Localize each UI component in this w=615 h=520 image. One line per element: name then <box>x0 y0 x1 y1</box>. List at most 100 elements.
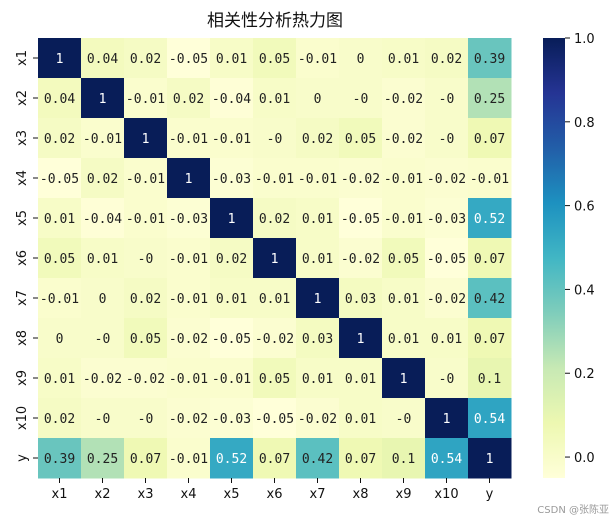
heatmap-cell <box>210 198 254 239</box>
cell-value-label: 0.03 <box>345 292 376 307</box>
heatmap-cell <box>38 118 82 159</box>
cell-value-label: 0.01 <box>44 212 75 227</box>
cell-value-label: 0.01 <box>431 332 462 347</box>
cell-value-label: 1 <box>142 132 150 147</box>
cell-value-label: -0.02 <box>427 172 466 187</box>
x-tick-label: x1 <box>52 487 68 502</box>
cell-value-label: 0.05 <box>259 372 290 387</box>
cell-value-label: -0.01 <box>298 52 337 67</box>
cell-value-label: -0.01 <box>126 172 165 187</box>
cell-value-label: 0.52 <box>216 452 247 467</box>
cell-value-label: 0.01 <box>388 332 419 347</box>
cell-value-label: -0.05 <box>40 172 79 187</box>
heatmap-cell <box>382 318 426 359</box>
y-tick-label: x8 <box>15 330 30 346</box>
heatmap-cell <box>339 238 383 279</box>
cell-value-label: 0.02 <box>302 132 333 147</box>
cell-value-label: -0.02 <box>298 412 337 427</box>
cell-value-label: 0 <box>357 52 365 67</box>
heatmap-cell <box>296 118 340 159</box>
cell-value-label: 0.39 <box>474 52 505 67</box>
cell-value-label: 0 <box>99 292 107 307</box>
heatmap-cell <box>425 198 469 239</box>
heatmap-cell <box>468 318 512 359</box>
heatmap-cell <box>253 38 297 79</box>
cell-value-label: 1 <box>400 372 408 387</box>
cell-value-label: 0.25 <box>87 452 118 467</box>
cell-value-label: -0.02 <box>384 132 423 147</box>
heatmap-cells: 1 0.04 0.02 -0.05 0.01 0.05 -0.01 0 0.01 0.02 0.39… <box>38 38 512 479</box>
heatmap-cell <box>124 78 168 119</box>
cell-value-label: -0.01 <box>255 172 294 187</box>
cell-value-label: 0.02 <box>130 292 161 307</box>
heatmap-cell <box>81 78 125 119</box>
heatmap-cell <box>81 158 125 199</box>
heatmap-cell <box>167 238 211 279</box>
cell-value-label: -0.01 <box>169 372 208 387</box>
heatmap-cell <box>425 358 469 399</box>
cell-value-label: -0.04 <box>212 92 251 107</box>
heatmap-cell <box>253 78 297 119</box>
heatmap-cell <box>296 318 340 359</box>
heatmap-cell <box>468 358 512 399</box>
x-tick-label: x5 <box>224 487 240 502</box>
cell-value-label: -0.05 <box>169 52 208 67</box>
heatmap-cell <box>124 438 168 479</box>
y-axis-tick-labels: x1 x2 x3 x4 x5 x6 x7 x8 x9 x10 y <box>15 50 38 462</box>
heatmap-cell <box>210 78 254 119</box>
heatmap-cell <box>81 198 125 239</box>
heatmap-cell <box>253 238 297 279</box>
cell-value-label: -0.05 <box>427 252 466 267</box>
heatmap-cell <box>425 38 469 79</box>
cell-value-label: 0.07 <box>474 332 505 347</box>
heatmap-cell <box>124 318 168 359</box>
heatmap-cell <box>167 438 211 479</box>
heatmap-cell <box>124 198 168 239</box>
cell-value-label: 0.05 <box>259 52 290 67</box>
cell-value-label: 0.07 <box>474 132 505 147</box>
heatmap-cell <box>425 438 469 479</box>
heatmap-cell <box>38 318 82 359</box>
heatmap-cell <box>382 358 426 399</box>
heatmap-cell <box>468 438 512 479</box>
cell-value-label: -0.02 <box>169 332 208 347</box>
x-tick-label: x4 <box>181 487 197 502</box>
cell-value-label: -0.01 <box>470 172 509 187</box>
cell-value-label: 0.03 <box>302 332 333 347</box>
cell-value-label: -0.01 <box>126 212 165 227</box>
cell-value-label: 0.52 <box>474 212 505 227</box>
heatmap-cell <box>124 358 168 399</box>
heatmap-cell <box>81 398 125 439</box>
heatmap-cell <box>382 398 426 439</box>
colorbar-gradient <box>543 38 565 478</box>
y-tick-label: x9 <box>15 370 30 386</box>
heatmap-cell <box>167 38 211 79</box>
heatmap-cell <box>382 438 426 479</box>
cell-value-label: 1 <box>314 292 322 307</box>
cell-value-label: 0.42 <box>302 452 333 467</box>
heatmap-cell <box>81 318 125 359</box>
y-tick-label: x5 <box>15 210 30 226</box>
cell-value-label: 0.04 <box>44 92 75 107</box>
heatmap-cell <box>425 118 469 159</box>
colorbar-tick-label: 0.4 <box>574 283 595 298</box>
heatmap-cell <box>38 358 82 399</box>
cell-value-label: 0.02 <box>173 92 204 107</box>
heatmap-cell <box>124 38 168 79</box>
heatmap-cell <box>468 198 512 239</box>
heatmap-cell <box>382 78 426 119</box>
heatmap-cell <box>382 198 426 239</box>
heatmap-cell <box>38 78 82 119</box>
cell-value-label: -0.01 <box>169 252 208 267</box>
heatmap-cell <box>38 438 82 479</box>
heatmap-cell <box>124 118 168 159</box>
colorbar-tick-label: 0.6 <box>574 200 595 215</box>
heatmap-cell <box>425 398 469 439</box>
cell-value-label: -0.02 <box>341 252 380 267</box>
heatmap-cell <box>124 238 168 279</box>
heatmap-cell <box>339 78 383 119</box>
heatmap-cell <box>38 238 82 279</box>
x-tick-label: x7 <box>310 487 326 502</box>
heatmap-cell <box>210 118 254 159</box>
